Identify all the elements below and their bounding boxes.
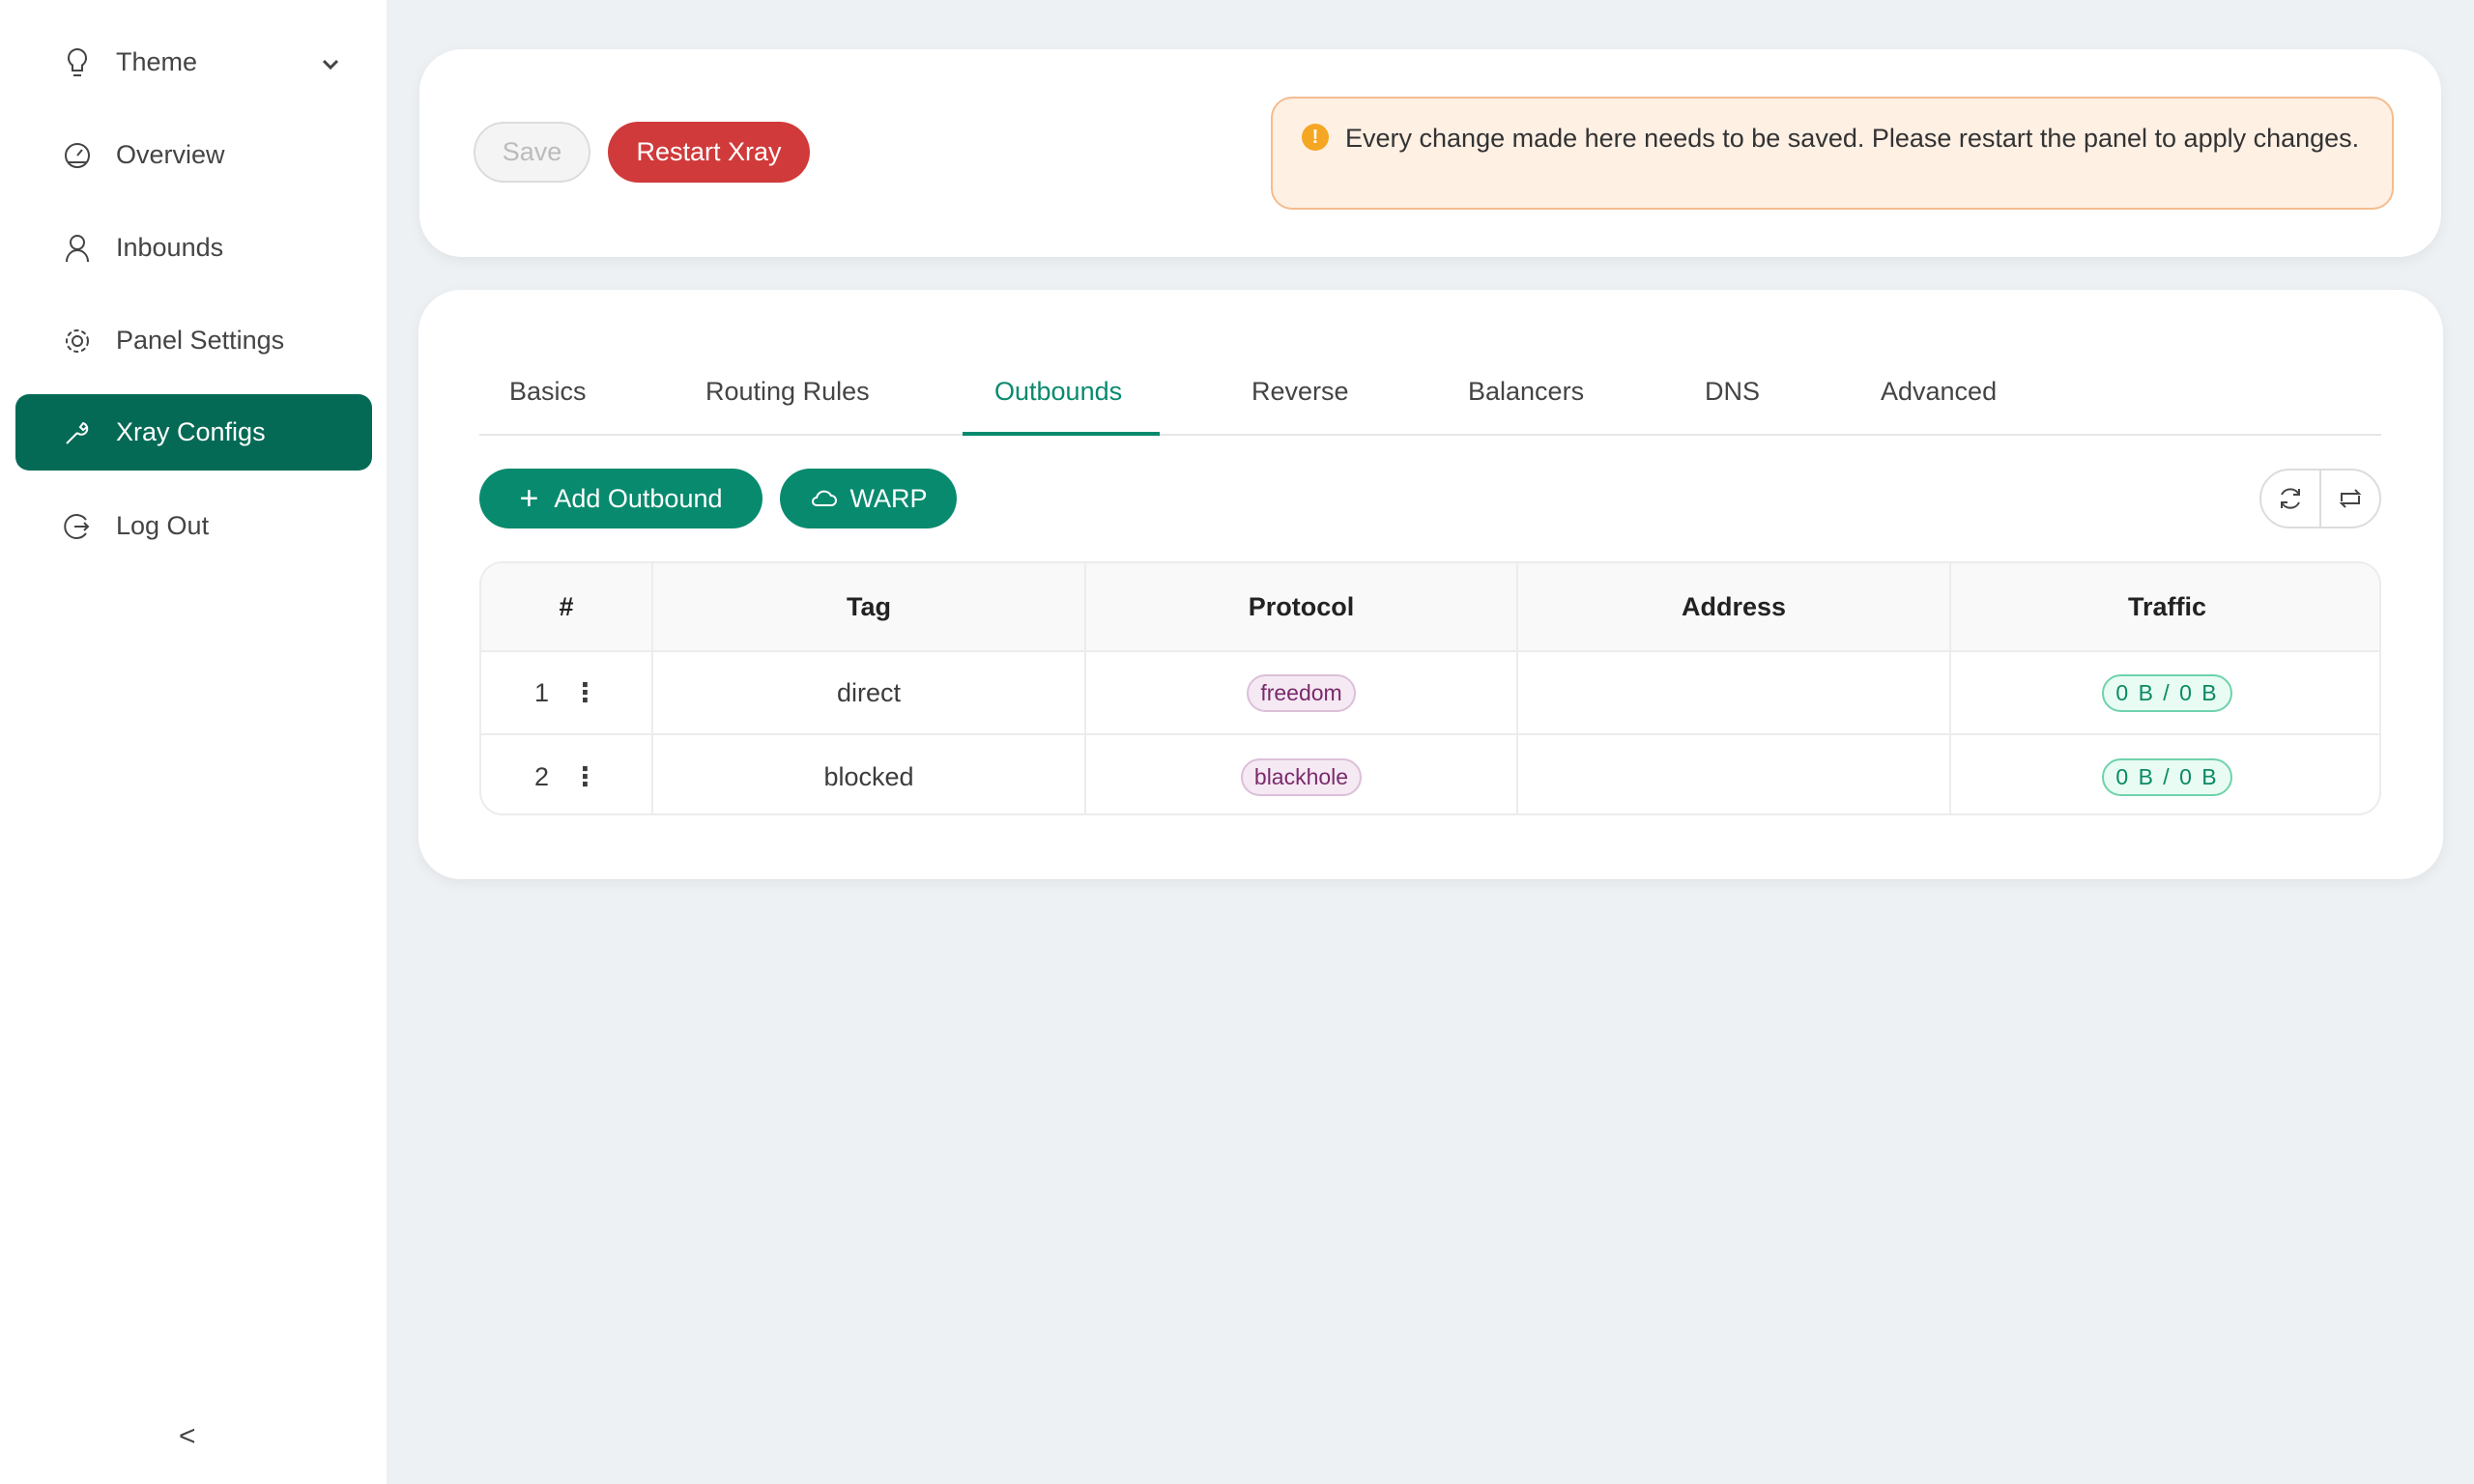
traffic-badge: 0 B / 0 B bbox=[2102, 757, 2232, 796]
save-button[interactable]: Save bbox=[474, 122, 590, 183]
row-protocol-cell: freedom bbox=[1086, 652, 1518, 735]
swap-icon bbox=[2339, 489, 2362, 508]
sidebar-item-overview[interactable]: Overview bbox=[15, 117, 372, 193]
add-outbound-button[interactable]: + Add Outbound bbox=[479, 469, 762, 528]
plus-icon: + bbox=[519, 479, 539, 517]
sidebar-item-label: Inbounds bbox=[116, 233, 224, 262]
protocol-badge: blackhole bbox=[1240, 757, 1363, 796]
warp-label: WARP bbox=[849, 483, 928, 513]
tab-balancers[interactable]: Balancers bbox=[1468, 377, 1585, 406]
tabs-divider bbox=[479, 434, 2381, 436]
tab-reverse[interactable]: Reverse bbox=[1251, 377, 1349, 406]
sidebar-item-theme[interactable]: Theme bbox=[15, 24, 372, 100]
sidebar-item-inbounds[interactable]: Inbounds bbox=[15, 210, 372, 286]
sidebar-item-label: Overview bbox=[116, 140, 225, 169]
row-protocol-cell: blackhole bbox=[1086, 735, 1518, 813]
gear-icon bbox=[58, 327, 97, 356]
cloud-icon bbox=[810, 484, 837, 514]
sidebar-item-label: Log Out bbox=[116, 511, 210, 540]
header-protocol: Protocol bbox=[1086, 563, 1518, 652]
sidebar-item-label: Panel Settings bbox=[116, 326, 285, 355]
header-address: Address bbox=[1518, 563, 1951, 652]
swap-button[interactable] bbox=[2321, 471, 2379, 527]
warning-icon: ! bbox=[1302, 124, 1329, 151]
protocol-badge: freedom bbox=[1247, 673, 1356, 712]
header-num: # bbox=[481, 563, 653, 652]
logout-icon bbox=[58, 512, 97, 541]
sidebar: Theme Overview Inbounds Panel Settings X… bbox=[0, 0, 387, 1484]
tab-advanced[interactable]: Advanced bbox=[1881, 377, 1998, 406]
row-tag: direct bbox=[653, 652, 1086, 735]
bulb-icon bbox=[58, 47, 97, 78]
warp-button[interactable]: WARP bbox=[780, 469, 957, 528]
traffic-badge: 0 B / 0 B bbox=[2102, 673, 2232, 712]
save-alert: ! Every change made here needs to be sav… bbox=[1271, 97, 2394, 210]
sidebar-item-label: Xray Configs bbox=[116, 417, 266, 446]
row-tag: blocked bbox=[653, 735, 1086, 813]
tab-routing-rules[interactable]: Routing Rules bbox=[705, 377, 870, 406]
sidebar-item-xray-configs[interactable]: Xray Configs bbox=[15, 394, 372, 471]
refresh-button[interactable] bbox=[2261, 471, 2321, 527]
sidebar-item-panel-settings[interactable]: Panel Settings bbox=[15, 302, 372, 379]
restart-xray-button[interactable]: Restart Xray bbox=[608, 122, 810, 183]
dashboard-icon bbox=[58, 141, 97, 170]
table-row: 2 ⋮ bbox=[481, 735, 653, 813]
alert-text: Every change made here needs to be saved… bbox=[1345, 124, 2360, 153]
tab-basics[interactable]: Basics bbox=[509, 377, 587, 406]
table-row: 1 ⋮ bbox=[481, 652, 653, 735]
row-traffic-cell: 0 B / 0 B bbox=[1951, 652, 2379, 735]
chevron-down-icon[interactable] bbox=[322, 47, 339, 77]
add-outbound-label: Add Outbound bbox=[554, 483, 723, 513]
tab-outbounds[interactable]: Outbounds bbox=[994, 377, 1123, 406]
row-num: 2 bbox=[533, 761, 550, 791]
active-tab-indicator bbox=[963, 432, 1160, 436]
wrench-icon bbox=[58, 419, 97, 446]
row-traffic-cell: 0 B / 0 B bbox=[1951, 735, 2379, 813]
sidebar-item-log-out[interactable]: Log Out bbox=[15, 488, 372, 564]
icon-button-group bbox=[2259, 469, 2381, 528]
header-tag: Tag bbox=[653, 563, 1086, 652]
row-address bbox=[1518, 735, 1951, 813]
user-icon bbox=[58, 234, 97, 263]
collapse-sidebar-button[interactable]: < bbox=[179, 1420, 196, 1452]
tab-dns[interactable]: DNS bbox=[1705, 377, 1761, 406]
more-vertical-icon[interactable]: ⋮ bbox=[572, 761, 599, 791]
outbounds-table: # Tag Protocol Address Traffic 1 ⋮ direct… bbox=[479, 561, 2381, 815]
sidebar-item-label: Theme bbox=[116, 47, 198, 76]
row-address bbox=[1518, 652, 1951, 735]
more-vertical-icon[interactable]: ⋮ bbox=[572, 677, 599, 707]
refresh-icon bbox=[2281, 488, 2300, 509]
row-num: 1 bbox=[533, 677, 550, 707]
header-traffic: Traffic bbox=[1951, 563, 2379, 652]
